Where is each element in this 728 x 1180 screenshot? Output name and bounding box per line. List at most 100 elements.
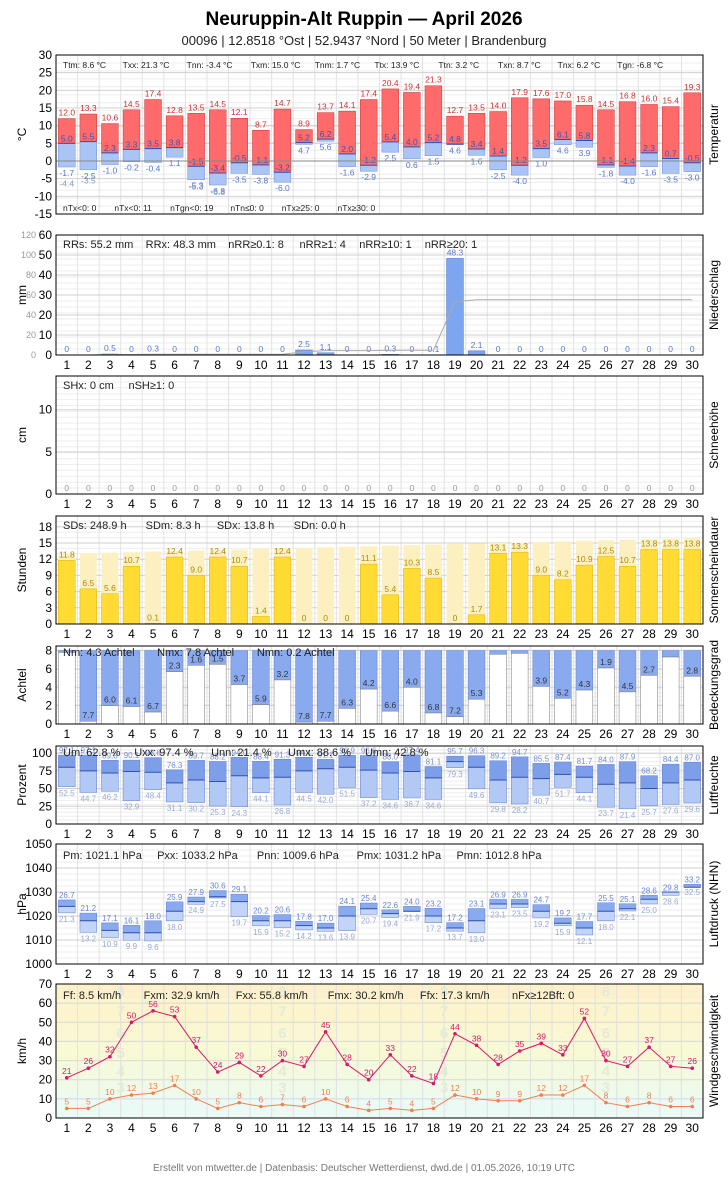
tmin-bar bbox=[231, 163, 248, 174]
wind-point-ff bbox=[690, 1105, 694, 1109]
pressure-min-label: 10.9 bbox=[102, 940, 118, 949]
tmean-label: 3.4 bbox=[471, 139, 483, 149]
wind-label-ff: 10 bbox=[321, 1087, 331, 1097]
pressure-max-label: 25.1 bbox=[620, 895, 636, 904]
clear-bar bbox=[274, 680, 291, 724]
tmax-label: 14.5 bbox=[598, 99, 615, 109]
y-tick-label: 0 bbox=[45, 717, 52, 731]
pressure-upper-bar bbox=[447, 923, 464, 928]
day-label: 20 bbox=[470, 627, 484, 641]
wind-label-ff: 5 bbox=[64, 1096, 69, 1106]
wind-point-ff bbox=[259, 1105, 263, 1109]
day-label: 2 bbox=[85, 727, 92, 741]
tmax-label: 17.4 bbox=[360, 89, 377, 99]
sunshine-label: 13.8 bbox=[684, 538, 701, 548]
beaufort-label: 6 bbox=[278, 1025, 286, 1042]
sunshine-bar bbox=[209, 557, 226, 624]
day-label: 5 bbox=[150, 1121, 157, 1135]
day-label: 20 bbox=[470, 497, 484, 511]
sunshine-bar bbox=[511, 552, 528, 624]
day-label: 6 bbox=[171, 627, 178, 641]
humidity-min-label: 52.5 bbox=[59, 789, 75, 798]
y-tick-label: 10 bbox=[39, 119, 53, 133]
sunshine-label: 9.0 bbox=[535, 564, 547, 574]
humidity-min-label: 48.4 bbox=[145, 792, 161, 801]
day-label: 25 bbox=[578, 1121, 592, 1135]
tground-label: -6.8 bbox=[210, 187, 225, 197]
wind-point-fx bbox=[496, 1063, 500, 1067]
panel-side-label: Luftdruck (NHN) bbox=[707, 861, 721, 948]
panel-side-label: Sonnenscheindauer bbox=[707, 517, 721, 624]
cloud-label: 6.8 bbox=[428, 702, 440, 712]
wind-point-ff bbox=[173, 1084, 177, 1088]
cloud-label: 2.8 bbox=[686, 665, 698, 675]
day-label: 13 bbox=[319, 358, 333, 372]
precip-label: 0 bbox=[604, 344, 609, 354]
wind-label-fx: 33 bbox=[386, 1043, 396, 1053]
day-label: 30 bbox=[686, 827, 700, 841]
day-label: 3 bbox=[107, 497, 114, 511]
pressure-lower-bar bbox=[231, 902, 248, 917]
pressure-upper-bar bbox=[490, 899, 507, 904]
day-label: 14 bbox=[340, 358, 354, 372]
tmin-bar bbox=[123, 149, 140, 161]
sunshine-label: 0 bbox=[323, 613, 328, 623]
pressure-upper-bar bbox=[339, 906, 356, 916]
tmin-label: 3.9 bbox=[578, 148, 590, 158]
day-label: 24 bbox=[556, 967, 570, 981]
tmean-label: 3.5 bbox=[147, 139, 159, 149]
day-label: 11 bbox=[276, 358, 289, 372]
clear-bar bbox=[619, 692, 636, 724]
wind-label-ff: 7 bbox=[280, 1093, 285, 1103]
day-label: 25 bbox=[578, 727, 592, 741]
humidity-lower-bar bbox=[447, 762, 464, 768]
day-label: 2 bbox=[85, 967, 92, 981]
tmin-bar bbox=[382, 142, 399, 152]
beaufort-label: 7 bbox=[602, 1003, 610, 1020]
cloud-label: 4.0 bbox=[406, 676, 418, 686]
wind-label-fx: 53 bbox=[170, 1005, 180, 1015]
humidity-lower-bar bbox=[317, 769, 334, 795]
stat-label: nSH≥1: 0 bbox=[128, 380, 174, 392]
pressure-lower-bar bbox=[80, 921, 97, 933]
humidity-upper-bar bbox=[641, 776, 658, 789]
tmax-label: 13.3 bbox=[80, 103, 97, 113]
humidity-min-label: 32.9 bbox=[124, 803, 140, 812]
beaufort-label: 6 bbox=[602, 1025, 610, 1042]
pressure-min-label: 19.4 bbox=[382, 919, 398, 928]
sunshine-label: 10.3 bbox=[404, 557, 421, 567]
beaufort-label: 7 bbox=[278, 1003, 286, 1020]
precip-bar bbox=[468, 351, 485, 355]
day-label: 28 bbox=[642, 1121, 656, 1135]
tmax-label: 12.7 bbox=[447, 105, 464, 115]
stat-label: Umx: 88.6 % bbox=[288, 747, 351, 759]
day-label: 1 bbox=[63, 727, 70, 741]
pressure-min-label: 18.0 bbox=[167, 923, 183, 932]
stat-label: RRs: 55.2 mm bbox=[63, 239, 133, 251]
pressure-lower-bar bbox=[166, 911, 183, 921]
y-tick-label: 0 bbox=[45, 1111, 52, 1125]
y-tick-label: 6 bbox=[45, 662, 52, 676]
y-tick-label: 0 bbox=[45, 617, 52, 631]
y-axis-label: Stunden bbox=[15, 548, 29, 593]
wind-point-ff bbox=[432, 1107, 436, 1111]
station-info: 00096 | 12.8518 °Ost | 52.9437 °Nord | 5… bbox=[181, 33, 546, 48]
wind-label-ff: 17 bbox=[580, 1073, 590, 1083]
day-label: 4 bbox=[128, 497, 135, 511]
humidity-upper-bar bbox=[425, 766, 442, 777]
day-label: 9 bbox=[236, 827, 243, 841]
stat-label: Nmx: 7.8 Achtel bbox=[157, 647, 234, 659]
day-label: 27 bbox=[621, 967, 635, 981]
beaufort-label: 4 bbox=[117, 1063, 126, 1080]
snow-label: 0 bbox=[474, 483, 479, 493]
tmin-bar bbox=[209, 173, 226, 185]
cloud-label: 3.9 bbox=[535, 675, 547, 685]
pressure-min-label: 32.5 bbox=[684, 888, 700, 897]
tmin-bar bbox=[684, 163, 701, 172]
cloud-label: 6.3 bbox=[341, 697, 353, 707]
day-label: 26 bbox=[599, 967, 613, 981]
pressure-max-label: 23.1 bbox=[469, 900, 485, 909]
